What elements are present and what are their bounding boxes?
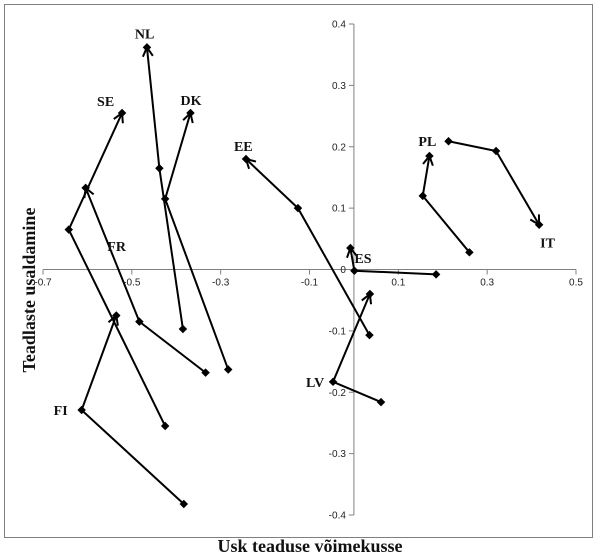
trajectory-line [448, 140, 540, 224]
data-point [160, 194, 170, 204]
x-tick-label: 0.3 [480, 278, 494, 289]
trajectory-line [421, 156, 471, 253]
data-point [418, 191, 428, 201]
data-point [135, 317, 144, 326]
country-label-dk: DK [180, 94, 201, 109]
trajectory-line [147, 47, 184, 330]
data-point [376, 397, 386, 407]
country-label-fr: FR [107, 240, 127, 255]
y-tick-label: -0.1 [329, 326, 347, 337]
x-tick-label: -0.5 [123, 278, 141, 289]
data-point [444, 136, 453, 146]
country-label-nl: NL [135, 27, 154, 42]
data-point [179, 499, 189, 509]
y-tick-label: 0.3 [332, 81, 346, 92]
data-point [186, 108, 195, 118]
y-axis-ticks: -0.4 -0.3 -0.2 -0.1 0.1 0.2 0.3 0.4 0 [329, 20, 354, 522]
data-point [534, 220, 544, 229]
y-tick-label: -0.3 [329, 449, 347, 460]
x-axis-ticks: -0.7 -0.5 -0.3 -0.1 0.1 0.3 0.5 [34, 269, 583, 289]
data-point [64, 225, 74, 234]
data-point [77, 405, 86, 415]
country-label-es: ES [354, 252, 371, 267]
y-tick-label: -0.2 [329, 388, 347, 399]
data-point [178, 324, 188, 334]
data-point [155, 163, 164, 173]
data-point [81, 183, 90, 193]
country-label-ee: EE [234, 140, 253, 155]
data-point [491, 146, 501, 156]
series-lv [328, 289, 386, 407]
x-tick-label: -0.1 [301, 278, 319, 289]
data-point [160, 421, 170, 431]
trajectory-line [331, 294, 382, 403]
series-ee [241, 154, 374, 340]
data-point [241, 154, 251, 164]
data-point [223, 365, 233, 374]
trajectory-line [164, 113, 230, 370]
chart-frame [4, 4, 593, 538]
series-fi [77, 311, 189, 509]
country-label-pl: PL [418, 135, 436, 150]
country-label-se: SE [97, 95, 114, 110]
series-group [64, 43, 544, 509]
x-tick-label: -0.3 [212, 278, 230, 289]
data-point [350, 266, 359, 275]
data-point [431, 270, 441, 279]
series-se [64, 108, 170, 431]
data-point [201, 368, 210, 377]
series-pl [418, 151, 474, 257]
y-tick-label: 0.2 [332, 142, 346, 153]
y-tick-label: 0.4 [332, 20, 346, 31]
country-label-lv: LV [306, 376, 324, 391]
y-tick-label: -0.4 [329, 511, 347, 522]
x-tick-label: -0.7 [34, 278, 52, 289]
country-label-it: IT [540, 237, 555, 252]
x-tick-label: 0.5 [569, 278, 583, 289]
x-tick-label: 0.1 [391, 278, 405, 289]
data-point [142, 43, 152, 52]
y-axis-title: Teadlaste usaldamine [19, 208, 39, 373]
data-point [465, 248, 474, 257]
data-point [365, 289, 375, 299]
data-point [365, 330, 374, 340]
data-point [112, 311, 121, 320]
data-point [425, 151, 434, 161]
data-point [117, 108, 127, 118]
series-it [444, 136, 544, 229]
data-point [346, 243, 355, 253]
x-axis-title: Usk teaduse võimekusse [217, 536, 402, 556]
y-tick-label: 0.1 [332, 204, 346, 215]
y-tick-label: 0 [340, 265, 346, 276]
series-dk [160, 108, 233, 374]
data-point [293, 203, 303, 213]
series-es [346, 243, 441, 279]
series-nl [142, 43, 188, 334]
data-point [328, 377, 338, 387]
trajectory-line [86, 188, 207, 374]
country-labels: NL SE DK EE FR FI LV ES PL IT [54, 27, 556, 419]
country-label-fi: FI [54, 404, 68, 419]
series-fr [81, 183, 210, 377]
